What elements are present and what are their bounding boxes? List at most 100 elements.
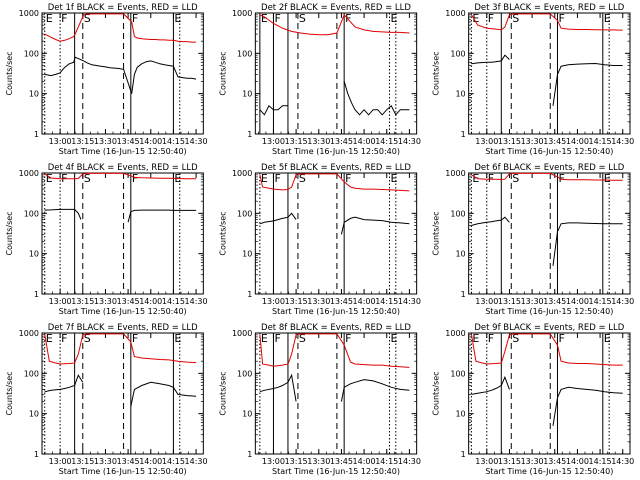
series-events xyxy=(259,212,410,235)
panel-title: Det 5f BLACK = Events, RED = LLD xyxy=(261,163,411,173)
marker-label: E xyxy=(174,12,181,25)
x-axis-label: Start Time (16-Jun-15 12:50:40) xyxy=(485,147,613,156)
x-tick-label: 14:15 xyxy=(589,457,612,466)
x-tick-label: 13:45 xyxy=(330,297,353,306)
marker-label: E xyxy=(46,12,53,25)
y-tick-label: 1000 xyxy=(19,329,39,338)
x-tick-label: 14:30 xyxy=(185,457,208,466)
y-tick-label: 1 xyxy=(34,450,39,459)
x-tick-label: 13:15 xyxy=(498,297,521,306)
panel-title: Det 7f BLACK = Events, RED = LLD xyxy=(48,323,198,333)
detector-panel-8: Det 8f BLACK = Events, RED = LLD 1 10 100 10… xyxy=(218,323,421,476)
y-tick-label: 1 xyxy=(247,290,252,299)
marker-label: F xyxy=(488,172,494,185)
marker-label: S xyxy=(512,12,519,25)
marker-label: E xyxy=(472,172,479,185)
x-tick-label: 14:00 xyxy=(353,297,376,306)
x-tick-label: 14:30 xyxy=(611,457,634,466)
y-tick-label: 100 xyxy=(450,369,465,378)
y-tick-label: 1 xyxy=(461,130,466,139)
x-tick-label: 14:15 xyxy=(375,137,398,146)
series-lld xyxy=(259,173,410,192)
x-tick-label: 14:15 xyxy=(162,137,185,146)
marker-label: S xyxy=(84,12,91,25)
marker-label: F xyxy=(488,12,494,25)
marker-label: E xyxy=(46,332,53,345)
series-events xyxy=(471,375,623,426)
x-tick-label: 13:15 xyxy=(71,137,94,146)
x-tick-label: 13:15 xyxy=(498,137,521,146)
x-tick-label: 13:00 xyxy=(49,137,72,146)
series-lld xyxy=(44,172,197,180)
marker-label: F xyxy=(274,332,280,345)
x-tick-label: 14:15 xyxy=(375,457,398,466)
marker-label: E xyxy=(46,172,53,185)
marker-label: F xyxy=(345,332,351,345)
y-tick-label: 1000 xyxy=(19,169,39,178)
series-lld xyxy=(470,333,623,366)
marker-label: E xyxy=(604,12,611,25)
y-axis-label: Counts/sec xyxy=(218,51,227,95)
marker-label: E xyxy=(472,332,479,345)
panel-title: Det 9f BLACK = Events, RED = LLD xyxy=(474,323,624,333)
y-axis-label: Counts/sec xyxy=(5,371,14,415)
y-tick-label: 10 xyxy=(29,250,39,259)
y-tick-label: 100 xyxy=(237,49,252,58)
x-tick-label: 14:00 xyxy=(139,457,162,466)
y-tick-label: 100 xyxy=(450,209,465,218)
x-tick-label: 13:45 xyxy=(117,457,140,466)
y-tick-label: 1000 xyxy=(19,9,39,18)
x-tick-label: 13:30 xyxy=(521,457,544,466)
marker-label: E xyxy=(390,332,397,345)
detector-panel-1: Det 1f BLACK = Events, RED = LLD 1 10 100 10… xyxy=(5,3,208,156)
y-tick-label: 10 xyxy=(242,250,252,259)
x-tick-label: 14:30 xyxy=(611,137,634,146)
marker-label: F xyxy=(488,332,494,345)
x-tick-label: 14:00 xyxy=(566,137,589,146)
x-axis-label: Start Time (16-Jun-15 12:50:40) xyxy=(485,307,613,316)
series-events xyxy=(259,81,410,116)
x-axis-label: Start Time (16-Jun-15 12:50:40) xyxy=(272,307,400,316)
marker-label: E xyxy=(390,12,397,25)
x-tick-label: 14:30 xyxy=(611,297,634,306)
series-events xyxy=(471,216,623,266)
x-tick-label: 13:30 xyxy=(94,137,117,146)
y-tick-label: 10 xyxy=(29,90,39,99)
x-axis-label: Start Time (16-Jun-15 12:50:40) xyxy=(272,147,400,156)
x-tick-label: 13:15 xyxy=(285,297,308,306)
panel-title: Det 2f BLACK = Events, RED = LLD xyxy=(261,3,411,13)
x-tick-label: 14:15 xyxy=(162,457,185,466)
y-tick-label: 1 xyxy=(34,130,39,139)
y-axis-label: Counts/sec xyxy=(432,371,441,415)
x-tick-label: 13:15 xyxy=(285,457,308,466)
x-tick-label: 13:00 xyxy=(475,297,498,306)
x-tick-label: 13:30 xyxy=(94,297,117,306)
y-tick-label: 1 xyxy=(247,130,252,139)
marker-label: E xyxy=(261,332,268,345)
series-events xyxy=(259,373,410,402)
y-tick-label: 100 xyxy=(24,49,39,58)
x-tick-label: 14:30 xyxy=(398,137,421,146)
marker-label: F xyxy=(345,12,351,25)
x-tick-label: 14:00 xyxy=(139,137,162,146)
detector-panel-6: Det 6f BLACK = Events, RED = LLD 1 10 100 10… xyxy=(432,163,635,316)
x-tick-label: 14:00 xyxy=(566,457,589,466)
x-tick-label: 14:00 xyxy=(353,457,376,466)
detector-panel-2: Det 2f BLACK = Events, RED = LLD 1 10 100 10… xyxy=(218,3,421,156)
y-axis-label: Counts/sec xyxy=(218,211,227,255)
marker-label: E xyxy=(604,172,611,185)
x-tick-label: 13:15 xyxy=(71,297,94,306)
y-tick-label: 100 xyxy=(450,49,465,58)
y-tick-label: 1000 xyxy=(232,9,252,18)
plot-frame xyxy=(41,332,204,455)
panel-title: Det 8f BLACK = Events, RED = LLD xyxy=(261,323,411,333)
x-tick-label: 14:15 xyxy=(589,297,612,306)
x-tick-label: 13:15 xyxy=(71,457,94,466)
plot-frame xyxy=(468,12,631,135)
x-tick-label: 13:00 xyxy=(475,137,498,146)
y-tick-label: 10 xyxy=(242,90,252,99)
marker-label: S xyxy=(84,332,91,345)
y-tick-label: 10 xyxy=(455,250,465,259)
y-tick-label: 100 xyxy=(24,369,39,378)
marker-label: S xyxy=(84,172,91,185)
